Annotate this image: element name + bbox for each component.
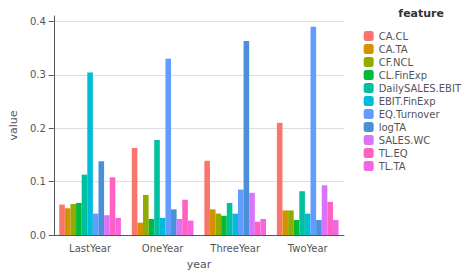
svg-text:EBIT.FinExp: EBIT.FinExp	[379, 96, 436, 107]
svg-text:OneYear: OneYear	[142, 243, 184, 254]
svg-text:DailySALES.EBIT: DailySALES.EBIT	[379, 83, 462, 94]
svg-text:year: year	[187, 258, 212, 271]
svg-text:ThreeYear: ThreeYear	[209, 243, 261, 254]
svg-text:TL.TA: TL.TA	[378, 161, 406, 172]
svg-text:EQ.Turnover: EQ.Turnover	[379, 109, 441, 120]
svg-text:CA.CL: CA.CL	[379, 31, 409, 42]
svg-text:0.1: 0.1	[30, 176, 46, 187]
svg-text:value: value	[7, 110, 20, 140]
svg-text:TwoYear: TwoYear	[287, 243, 329, 254]
svg-text:LastYear: LastYear	[69, 243, 112, 254]
svg-text:feature: feature	[398, 7, 444, 20]
svg-text:CL.FinExp: CL.FinExp	[379, 70, 427, 81]
svg-text:0.3: 0.3	[30, 69, 46, 80]
svg-text:0.0: 0.0	[30, 230, 46, 241]
svg-text:CA.TA: CA.TA	[379, 44, 408, 55]
svg-text:CF.NCL: CF.NCL	[379, 57, 414, 68]
svg-text:TL.EQ: TL.EQ	[378, 148, 408, 159]
svg-text:0.2: 0.2	[30, 123, 46, 134]
svg-text:SALES.WC: SALES.WC	[379, 135, 431, 146]
svg-text:logTA: logTA	[379, 122, 407, 133]
svg-text:0.4: 0.4	[30, 16, 46, 27]
